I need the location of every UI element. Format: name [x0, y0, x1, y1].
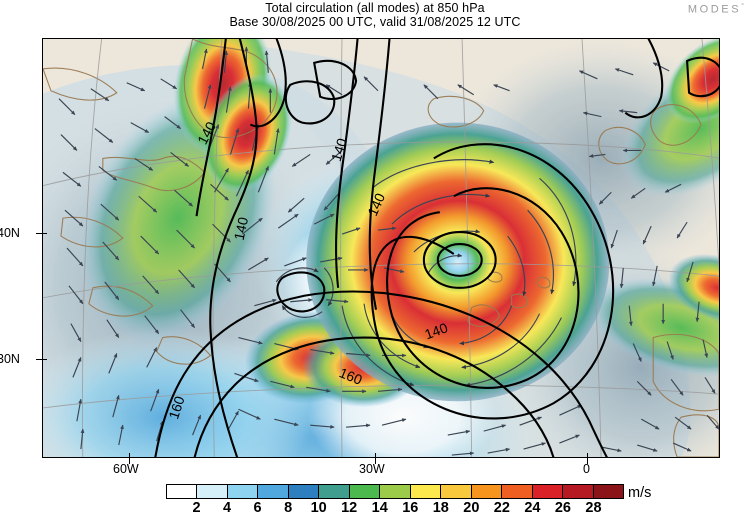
- x-tick-0: [587, 453, 589, 464]
- brand-name: MODES: [687, 3, 742, 16]
- colorbar-swatch-5: [319, 485, 350, 498]
- contour-label-140: 140: [231, 215, 252, 241]
- colorbar-tick-8: 8: [284, 500, 293, 516]
- colorbar-tick-2: 2: [192, 500, 201, 516]
- contour-label-160: 160: [165, 394, 188, 421]
- y-axis-label-30n: 30N: [0, 352, 20, 366]
- y-axis-label-40n: 40N: [0, 226, 20, 240]
- map-plot-area: 140 140 140 140 140 160 160: [42, 38, 720, 458]
- x-axis-label-30w: 30W: [359, 462, 385, 476]
- colorbar-tick-16: 16: [402, 500, 419, 516]
- colorbar-swatch-7: [380, 485, 411, 498]
- colorbar-swatch-12: [532, 485, 564, 498]
- colorbar-swatch-14: [593, 485, 624, 498]
- x-tick-60w: [129, 453, 131, 464]
- colorbar-swatch-9: [441, 485, 472, 498]
- colorbar-tick-14: 14: [371, 500, 388, 516]
- x-axis-label-60w: 60W: [113, 462, 139, 476]
- y-tick-30n: [36, 359, 47, 361]
- colorbar-swatches: [166, 484, 624, 499]
- colorbar-tick-26: 26: [554, 500, 571, 516]
- x-tick-30w: [375, 453, 377, 464]
- colorbar-tick-4: 4: [223, 500, 232, 516]
- colorbar-tick-labels: 2 4 6 8 10 12 14 16 18 20 22 24 26 28: [166, 500, 624, 518]
- colorbar-swatch-10: [471, 485, 503, 498]
- colorbar-tick-20: 20: [463, 500, 480, 516]
- colorbar-swatch-11: [502, 485, 533, 498]
- colorbar-swatch-8: [410, 485, 442, 498]
- colorbar-tick-18: 18: [432, 500, 449, 516]
- chart-subtitle: Base 30/08/2025 00 UTC, valid 31/08/2025…: [229, 15, 521, 29]
- x-axis-label-0: 0: [583, 462, 590, 476]
- colorbar-swatch-0: [167, 485, 198, 498]
- colorbar-tick-28: 28: [585, 500, 602, 516]
- colorbar-tick-10: 10: [310, 500, 327, 516]
- colorbar-swatch-2: [227, 485, 259, 498]
- colorbar-swatch-13: [563, 485, 594, 498]
- contour-label-140: 140: [328, 136, 351, 163]
- map-field-canvas: 140 140 140 140 140 160 160: [43, 39, 719, 457]
- colorbar-swatch-1: [197, 485, 228, 498]
- chart-title-block: Total circulation (all modes) at 850 hPa…: [0, 1, 750, 29]
- colorbar-swatch-4: [288, 485, 320, 498]
- colorbar-tick-22: 22: [493, 500, 510, 516]
- chart-title: Total circulation (all modes) at 850 hPa: [265, 1, 485, 15]
- colorbar-tick-12: 12: [341, 500, 358, 516]
- y-tick-40n: [36, 233, 47, 235]
- colorbar: 2 4 6 8 10 12 14 16 18 20 22 24 26 28: [166, 484, 624, 518]
- modes-logo: MODES°: [688, 3, 744, 16]
- colorbar-swatch-3: [258, 485, 289, 498]
- brand-mark: °: [741, 3, 744, 10]
- colorbar-units-label: m/s: [628, 485, 652, 501]
- colorbar-tick-24: 24: [524, 500, 541, 516]
- colorbar-swatch-6: [349, 485, 381, 498]
- colorbar-tick-6: 6: [253, 500, 262, 516]
- contour-label-140: 140: [422, 319, 450, 342]
